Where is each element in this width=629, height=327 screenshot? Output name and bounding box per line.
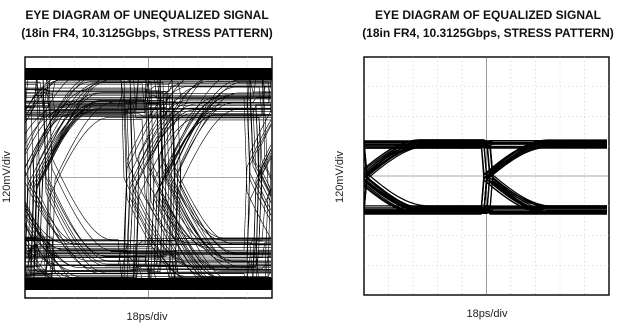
x-label: 18ps/div [467,308,508,320]
y-label: 120mV/div [334,151,346,203]
title-line: EYE DIAGRAM OF UNEQUALIZED SIGNAL [25,8,268,22]
figure: EYE DIAGRAM OF UNEQUALIZED SIGNAL (18in … [0,0,629,327]
title-line: (18in FR4, 10.3125Gbps, STRESS PATTERN) [362,26,614,40]
y-label: 120mV/div [1,151,13,203]
title-line: (18in FR4, 10.3125Gbps, STRESS PATTERN) [21,26,273,40]
title-line: EYE DIAGRAM OF EQUALIZED SIGNAL [375,8,601,22]
x-label: 18ps/div [127,311,168,323]
